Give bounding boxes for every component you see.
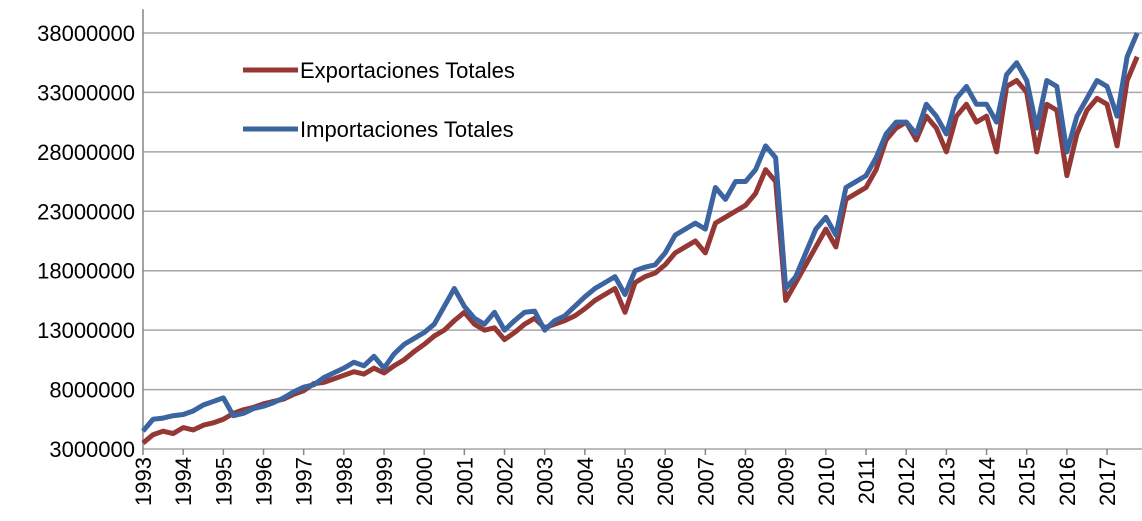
line-series — [141, 32, 1140, 433]
x-tick-label: 2015 — [1015, 457, 1040, 506]
x-tick-label: 2012 — [894, 457, 919, 506]
line-series — [141, 55, 1140, 445]
x-tick-label: 1994 — [171, 457, 196, 506]
x-tick-label: 2016 — [1055, 457, 1080, 506]
x-tick-label: 2003 — [533, 457, 558, 506]
x-tick-label: 2002 — [493, 457, 518, 506]
x-tick-label: 2010 — [814, 457, 839, 506]
legend-label: Importaciones Totales — [300, 117, 514, 142]
y-tick-label: 3000000 — [49, 437, 135, 462]
x-tick-label: 1997 — [292, 457, 317, 506]
y-tick-label: 8000000 — [49, 378, 135, 403]
legend-label: Exportaciones Totales — [300, 58, 515, 83]
x-tick-label: 1993 — [131, 457, 156, 506]
x-tick-label: 1999 — [372, 457, 397, 506]
y-tick-label: 23000000 — [37, 199, 135, 224]
x-tick-label: 2009 — [774, 457, 799, 506]
x-tick-label: 2011 — [854, 457, 879, 504]
x-tick-label: 1998 — [332, 457, 357, 506]
x-tick-label: 1995 — [211, 457, 236, 506]
x-tick-label: 2017 — [1095, 457, 1120, 506]
y-tick-label: 38000000 — [37, 21, 135, 46]
y-tick-label: 18000000 — [37, 259, 135, 284]
y-tick-label: 28000000 — [37, 140, 135, 165]
x-tick-label: 2001 — [452, 457, 477, 506]
x-tick-label: 2005 — [613, 457, 638, 506]
x-tick-label: 2013 — [934, 457, 959, 506]
x-tick-label: 1996 — [252, 457, 277, 506]
x-tick-label: 2000 — [412, 457, 437, 506]
x-tick-label: 2014 — [975, 457, 1000, 506]
x-tick-label: 2004 — [573, 457, 598, 506]
x-tick-label: 2006 — [653, 457, 678, 506]
y-tick-label: 33000000 — [37, 80, 135, 105]
x-tick-label: 2007 — [693, 457, 718, 506]
x-tick-label: 2008 — [734, 457, 759, 506]
y-tick-label: 13000000 — [37, 318, 135, 343]
